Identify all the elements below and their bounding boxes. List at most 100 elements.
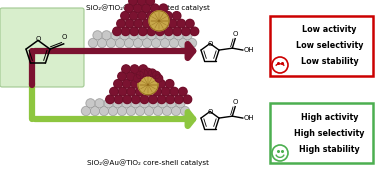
Circle shape [127, 87, 135, 96]
Circle shape [125, 19, 134, 28]
FancyBboxPatch shape [0, 8, 84, 87]
Circle shape [127, 107, 135, 115]
Circle shape [138, 31, 147, 40]
Circle shape [130, 27, 138, 36]
Circle shape [126, 72, 135, 80]
Circle shape [120, 31, 129, 40]
Circle shape [99, 107, 108, 115]
Circle shape [166, 95, 175, 104]
Circle shape [142, 4, 150, 12]
Circle shape [155, 75, 163, 82]
Circle shape [139, 80, 148, 88]
Circle shape [147, 12, 155, 20]
Circle shape [172, 107, 181, 115]
Circle shape [116, 38, 124, 48]
Circle shape [114, 80, 122, 88]
Circle shape [160, 19, 168, 28]
Circle shape [115, 95, 123, 104]
Circle shape [118, 87, 127, 96]
Circle shape [135, 107, 144, 115]
Text: High activity: High activity [301, 113, 358, 122]
Circle shape [153, 107, 163, 115]
Circle shape [132, 95, 140, 104]
Circle shape [158, 99, 167, 108]
Circle shape [161, 38, 169, 48]
Circle shape [135, 72, 143, 80]
Circle shape [130, 65, 139, 73]
Circle shape [175, 95, 183, 104]
Circle shape [182, 27, 190, 36]
Circle shape [156, 27, 164, 36]
Circle shape [177, 19, 186, 28]
Circle shape [133, 38, 143, 48]
Circle shape [139, 27, 147, 36]
Circle shape [122, 99, 131, 108]
Circle shape [190, 27, 199, 36]
Text: OH: OH [244, 47, 254, 53]
Circle shape [169, 38, 178, 48]
Circle shape [159, 4, 167, 12]
Text: Low selectivity: Low selectivity [296, 42, 363, 50]
Circle shape [149, 69, 156, 77]
Circle shape [183, 31, 192, 40]
Circle shape [149, 95, 157, 104]
Circle shape [122, 65, 130, 73]
Circle shape [167, 99, 176, 108]
Circle shape [82, 107, 90, 115]
Circle shape [139, 65, 147, 73]
Circle shape [129, 31, 138, 40]
Circle shape [107, 38, 116, 48]
Circle shape [138, 75, 158, 95]
Text: SiO₂@Au@TiO₂ core-shell catalyst: SiO₂@Au@TiO₂ core-shell catalyst [87, 160, 209, 166]
Circle shape [152, 38, 161, 48]
Circle shape [150, 4, 159, 12]
Circle shape [144, 68, 152, 76]
Circle shape [174, 31, 183, 40]
Text: O: O [232, 99, 238, 105]
Text: O: O [207, 41, 213, 47]
Circle shape [155, 12, 164, 20]
Text: O: O [35, 36, 41, 42]
Text: SiO₂@TiO₂@Au supported catalyst: SiO₂@TiO₂@Au supported catalyst [86, 5, 210, 11]
Circle shape [129, 0, 137, 5]
Circle shape [157, 80, 165, 88]
Text: O: O [207, 109, 213, 115]
Circle shape [169, 19, 177, 28]
Circle shape [111, 31, 120, 40]
Circle shape [88, 38, 98, 48]
Circle shape [140, 99, 149, 108]
Circle shape [152, 71, 160, 79]
Circle shape [147, 31, 156, 40]
Circle shape [181, 107, 189, 115]
Circle shape [186, 19, 194, 28]
Circle shape [172, 12, 181, 20]
Circle shape [124, 38, 133, 48]
Circle shape [129, 12, 138, 20]
Circle shape [165, 31, 174, 40]
Circle shape [164, 12, 172, 20]
Circle shape [140, 69, 147, 77]
Circle shape [86, 99, 95, 108]
FancyBboxPatch shape [270, 103, 373, 163]
Circle shape [110, 87, 118, 96]
Circle shape [121, 12, 129, 20]
Circle shape [138, 0, 146, 5]
Circle shape [123, 95, 132, 104]
Circle shape [151, 19, 160, 28]
Circle shape [176, 99, 185, 108]
Circle shape [147, 27, 156, 36]
Circle shape [136, 71, 144, 79]
Circle shape [133, 4, 142, 12]
Circle shape [134, 19, 143, 28]
Circle shape [144, 107, 153, 115]
Circle shape [183, 95, 192, 104]
Circle shape [166, 80, 174, 88]
Circle shape [148, 80, 156, 88]
Circle shape [108, 107, 118, 115]
Circle shape [113, 27, 121, 36]
Circle shape [93, 31, 102, 40]
Circle shape [153, 87, 161, 96]
Circle shape [131, 99, 140, 108]
Circle shape [149, 11, 169, 31]
Circle shape [95, 99, 104, 108]
